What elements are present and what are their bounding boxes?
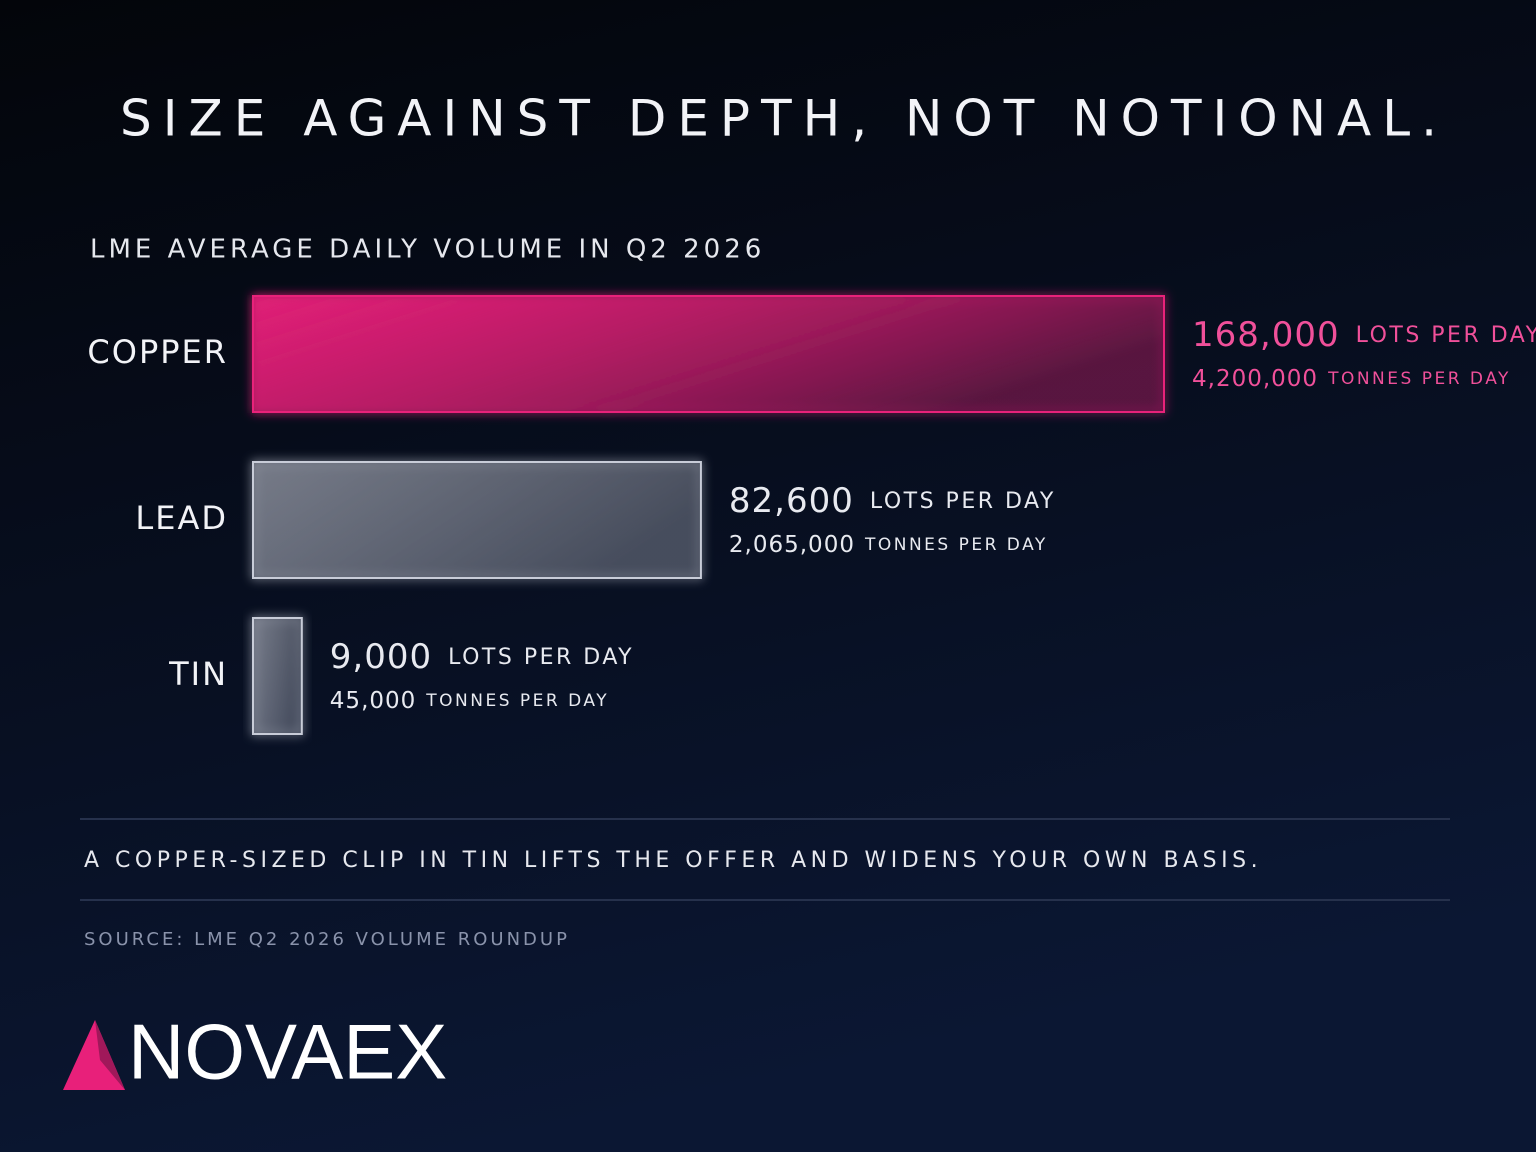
lots-unit: LOTS PER DAY [870, 489, 1056, 514]
lots-value: 82,600 [729, 481, 854, 521]
annotation: A COPPER-SIZED CLIP IN TIN LIFTS THE OFF… [84, 848, 1262, 873]
lots-value: 9,000 [330, 637, 432, 677]
lots-unit: LOTS PER DAY [448, 645, 634, 670]
value-label: 82,600 LOTS PER DAY [729, 481, 1056, 521]
lots-value: 168,000 [1192, 315, 1340, 355]
value-label: 9,000 LOTS PER DAY [330, 637, 634, 677]
category-label: TIN [168, 655, 228, 693]
tonnes-value: 4,200,000 [1192, 366, 1318, 392]
logo-mark [63, 1020, 125, 1090]
bar [252, 617, 303, 735]
bar [252, 461, 702, 579]
logo-mark-facet [95, 1020, 125, 1090]
category-label: LEAD [135, 499, 228, 537]
tonnes-value: 2,065,000 [729, 532, 855, 558]
tonnes-unit: TONNES PER DAY [1327, 369, 1511, 389]
chart-title: SIZE AGAINST DEPTH, NOT NOTIONAL. [120, 90, 1448, 148]
tonnes-value: 45,000 [330, 688, 416, 714]
category-label: COPPER [87, 333, 228, 371]
tonnes-unit: TONNES PER DAY [864, 535, 1048, 555]
value-label: 168,000 LOTS PER DAY [1192, 315, 1536, 355]
chart-subtitle: LME AVERAGE DAILY VOLUME IN Q2 2026 [90, 235, 765, 265]
tonnes-unit: TONNES PER DAY [425, 691, 609, 711]
value-label: 45,000 TONNES PER DAY [330, 688, 609, 714]
value-label: 4,200,000 TONNES PER DAY [1192, 366, 1511, 392]
bar [252, 295, 1165, 413]
lots-unit: LOTS PER DAY [1356, 323, 1536, 348]
brand: NOVAEX [128, 1008, 447, 1096]
source: SOURCE: LME Q2 2026 VOLUME ROUNDUP [84, 929, 570, 950]
value-label: 2,065,000 TONNES PER DAY [729, 532, 1048, 558]
